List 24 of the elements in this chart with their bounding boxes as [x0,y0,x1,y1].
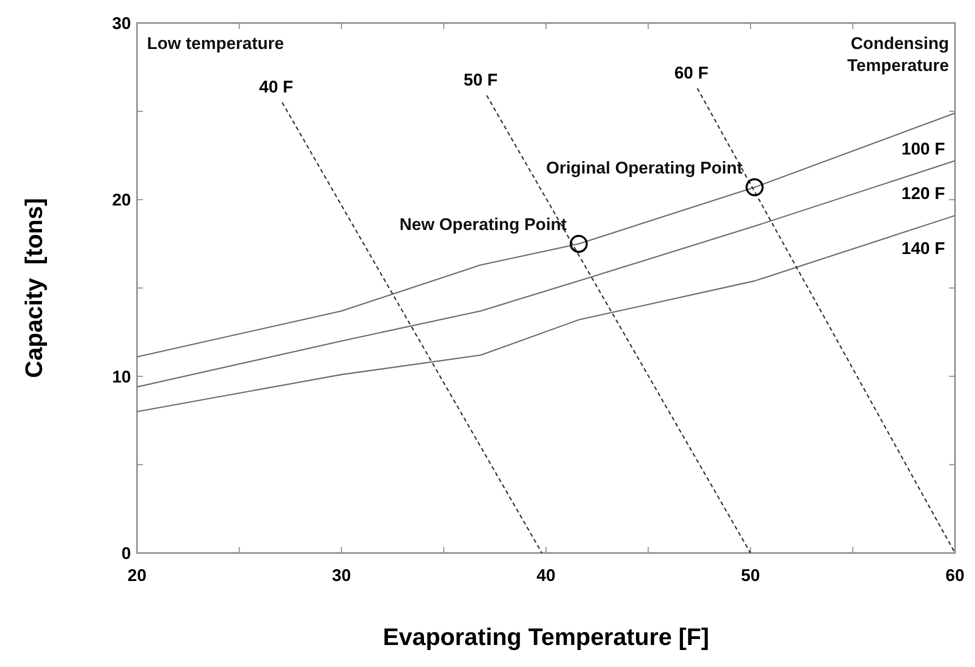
x-tick-label: 30 [332,566,351,585]
series-label: 60 F [674,63,708,82]
annotation: Low temperature [147,34,284,53]
line-series [136,214,956,412]
x-axis-title: Evaporating Temperature [F] [382,624,710,651]
annotation: Original Operating Point [546,158,743,178]
line-series [136,160,956,388]
line-series [136,112,956,358]
y-tick-label: 0 [122,544,131,563]
y-tick-label: 30 [112,14,131,33]
x-tick-label: 40 [536,566,556,585]
x-tick-label: 60 [946,566,964,585]
series-label: 50 F [464,70,498,90]
y-tick-label: 20 [112,190,131,210]
annotation: Condensing Temperature [847,34,949,75]
y-axis-title: Capacity [tons] [21,198,48,378]
y-tick-label: 10 [112,367,131,386]
series-label: 100 F [902,139,945,158]
series-label: 120 F [902,184,945,204]
x-tick-label: 20 [128,566,146,585]
x-tick-label: 50 [741,566,760,585]
series-label: 40 F [259,78,294,96]
annotation: New Operating Point [400,214,568,234]
series-label: 140 F [902,238,945,258]
